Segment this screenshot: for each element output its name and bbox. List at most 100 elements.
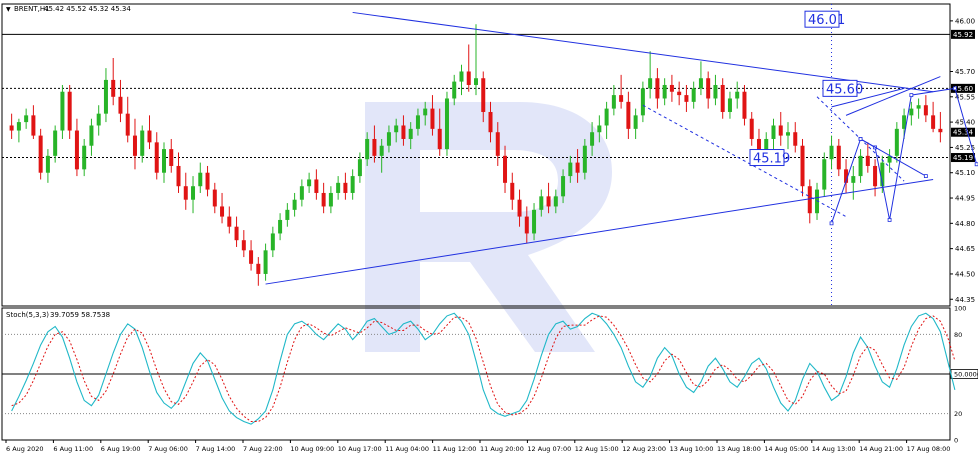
price-line-tag-bg [951,29,975,39]
forecast-point [974,162,978,167]
bearish-candle [256,263,261,274]
bullish-candle [191,186,196,200]
y-axis-tick-label: 45.55 [955,93,975,101]
bullish-candle [140,130,145,156]
x-axis-tick-label: 11 Aug 04:00 [385,445,429,453]
indicator-y-tick-label: 20 [954,410,962,418]
bullish-candle [53,130,58,156]
bullish-candle [698,78,703,89]
bullish-candle [727,98,732,112]
bearish-candle [74,130,79,170]
bearish-candle [220,206,225,217]
bearish-candle [655,78,660,99]
bearish-candle [938,128,943,133]
x-axis-tick-label: 10 Aug 17:00 [338,445,382,453]
x-axis-tick-label: 6 Aug 2020 [6,445,44,453]
bullish-candle [82,145,87,170]
x-axis-tick-label: 11 Aug 12:00 [433,445,477,453]
level-annotation-label: 46.01 [808,13,845,28]
bullish-candle [270,233,275,251]
bullish-candle [292,199,297,210]
price-line-tag-label: 45.60 [953,85,973,93]
bullish-candle [568,162,573,177]
bearish-candle [923,105,928,116]
bearish-candle [575,162,580,173]
x-axis-tick-label: 14 Aug 13:00 [812,445,856,453]
price-line-tag-bg [951,153,975,163]
bearish-candle [495,132,500,156]
bullish-candle [691,88,696,102]
bearish-candle [756,138,761,153]
level-annotation-label: 45.19 [753,152,790,167]
bearish-candle [183,186,188,200]
bearish-candle [873,165,878,187]
bearish-candle [227,216,232,227]
bullish-candle [829,145,834,160]
indicator-y-tick-label: 80 [954,331,962,339]
forecast-point [909,93,914,98]
forecast-point [829,221,834,226]
trendline [265,178,934,285]
brand-watermark-logo [365,102,612,352]
bearish-candle [488,111,493,133]
bullish-candle [539,196,544,210]
level-annotation-box [804,10,840,28]
bearish-candle [931,115,936,129]
bearish-candle [249,250,254,264]
bearish-candle [510,182,515,200]
bullish-candle [916,105,921,109]
indicator-y-tick-label: 100 [954,305,966,313]
bearish-candle [437,128,442,150]
trendline [352,11,934,93]
bullish-candle [640,88,645,116]
bullish-candle [24,115,29,123]
forecast-path-line [860,138,927,177]
bearish-candle [212,189,217,207]
bullish-candle [328,192,333,207]
bullish-candle [452,81,457,99]
bullish-candle [662,84,667,99]
bearish-candle [619,95,624,102]
bearish-candle [720,84,725,112]
bullish-candle [379,145,384,156]
bullish-candle [89,125,94,146]
bearish-candle [684,95,689,102]
price-line-tag-bg [951,83,975,93]
stoch-k-line [11,312,956,425]
bearish-candle [372,138,377,156]
y-axis-tick-label: 44.35 [955,296,975,304]
main-panel-frame [1,3,951,307]
bullish-candle [357,159,362,177]
bearish-candle [430,108,435,129]
bearish-candle [125,113,130,136]
x-axis-tick-label: 10 Aug 09:00 [290,445,334,453]
bullish-candle [459,71,464,82]
bearish-candle [626,101,631,129]
bearish-candle [111,79,116,97]
bearish-candle [132,135,137,156]
bullish-candle [851,176,856,183]
bullish-candle [611,95,616,109]
y-axis-tick-label: 44.80 [955,220,975,228]
bearish-candle [241,240,246,251]
bullish-candle [880,162,885,187]
bullish-candle [386,132,391,146]
bullish-candle [307,179,312,187]
bullish-candle [902,115,907,129]
y-axis-tick-label: 44.65 [955,245,975,253]
bullish-candle [415,115,420,129]
bullish-candle [858,155,863,177]
bearish-candle [401,125,406,139]
bearish-candle [836,145,841,170]
bullish-candle [713,84,718,99]
bullish-candle [786,132,790,136]
bearish-candle [205,172,210,190]
x-axis-tick-label: 13 Aug 18:00 [717,445,761,453]
bullish-candle [735,91,740,99]
bullish-candle [887,155,892,163]
bearish-candle [546,196,551,207]
bullish-candle [198,172,203,187]
x-axis-tick-label: 13 Aug 10:00 [670,445,714,453]
indicator-y-tick-label: 0 [954,437,958,445]
